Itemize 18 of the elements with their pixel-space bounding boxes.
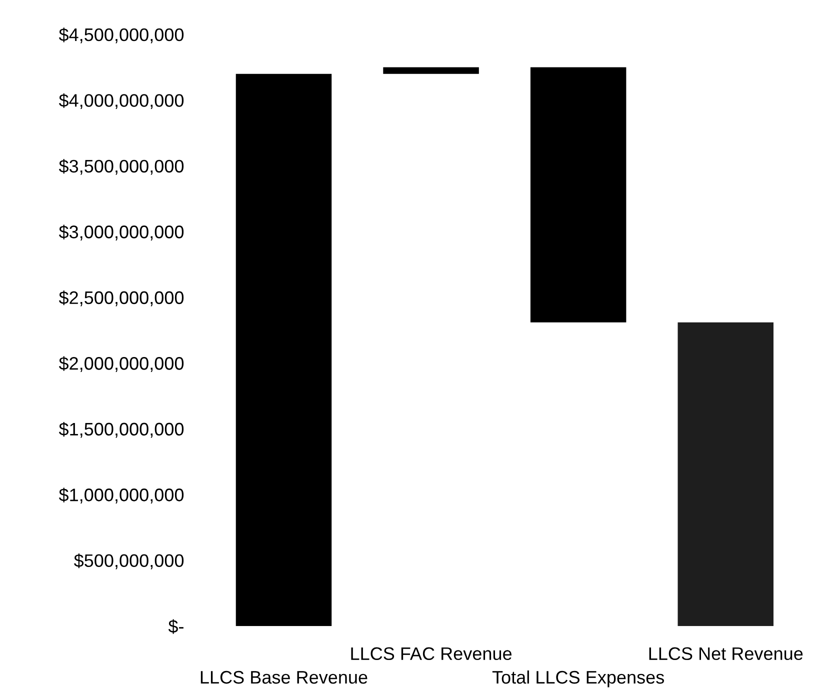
x-tick-label: Total LLCS Expenses [492,670,664,688]
y-tick-label: $2,000,000,000 [58,356,184,372]
bar [236,74,332,626]
y-tick-label: $1,000,000,000 [58,488,184,504]
x-tick-label: LLCS FAC Revenue [351,647,512,660]
bar [383,67,479,74]
y-tick-label: $1,500,000,000 [58,422,184,438]
bar [678,322,774,626]
y-tick-label: $4,500,000,000 [58,28,184,44]
y-tick-label: $4,000,000,000 [58,93,184,109]
y-tick-label: $500,000,000 [74,554,184,570]
x-tick-label: LLCS Net Revenue [649,647,803,660]
y-tick-label: $2,500,000,000 [58,290,184,306]
bar [530,67,626,322]
y-tick-label: $- [168,619,184,634]
y-tick-label: $3,500,000,000 [58,159,184,175]
x-tick-label: LLCS Base Revenue [200,670,368,684]
y-tick-label: $3,000,000,000 [58,224,184,240]
